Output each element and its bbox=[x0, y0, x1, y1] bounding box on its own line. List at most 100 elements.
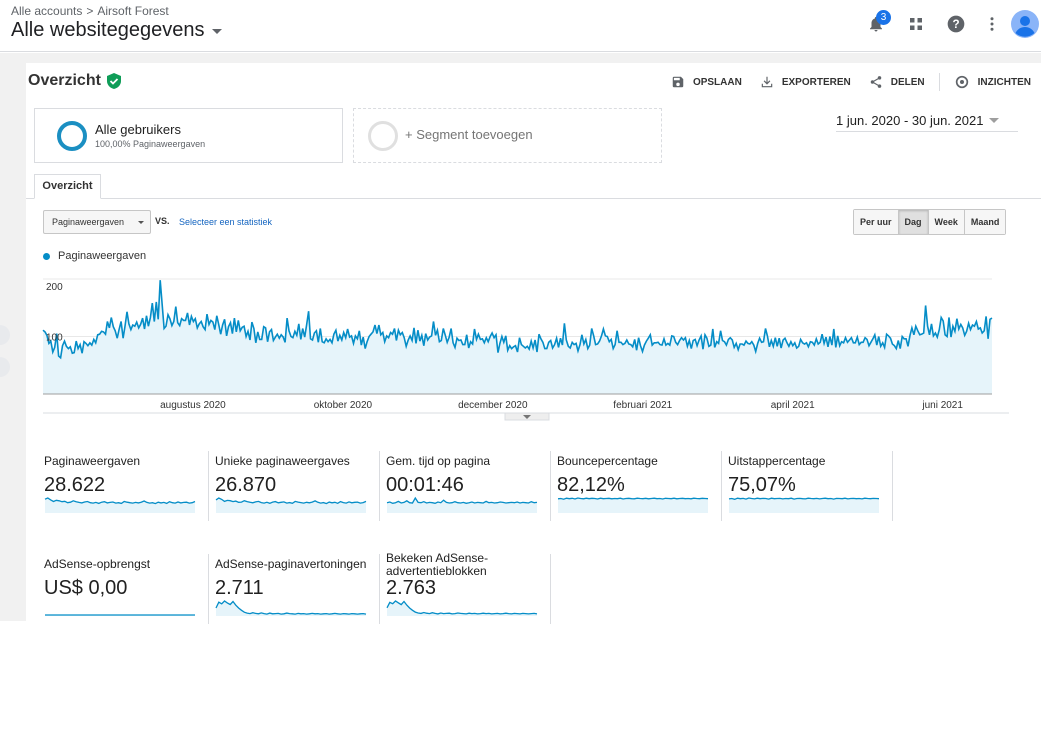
granularity-week-button[interactable]: Week bbox=[928, 210, 965, 234]
sparkline-area bbox=[729, 498, 879, 513]
metric-tile[interactable]: Paginaweergaven 28.622 bbox=[39, 451, 209, 521]
metric-value: 82,12% bbox=[557, 474, 625, 496]
share-label: DELEN bbox=[890, 76, 925, 88]
x-tick-label: augustus 2020 bbox=[160, 400, 226, 411]
metric-tile[interactable]: Bouncepercentage 82,12% bbox=[552, 451, 722, 521]
metric-sparkline bbox=[728, 497, 880, 513]
insights-label: INZICHTEN bbox=[977, 76, 1031, 88]
metric-dropdown-label: Paginaweergaven bbox=[52, 217, 125, 227]
svg-text:?: ? bbox=[952, 18, 959, 31]
metric-value: 28.622 bbox=[44, 474, 106, 496]
top-bar: Alle accounts > Airsoft Forest Alle websit… bbox=[0, 0, 1041, 52]
segment-ring-icon bbox=[57, 121, 87, 151]
y-tick-label: 200 bbox=[46, 282, 63, 293]
segment-all-users[interactable]: Alle gebruikers 100,00% Paginaweergaven bbox=[34, 108, 343, 163]
series-area bbox=[43, 280, 992, 394]
metric-tile[interactable]: Gem. tijd op pagina 00:01:46 bbox=[381, 451, 551, 521]
metric-tile[interactable]: AdSense-opbrengst US$ 0,00 bbox=[39, 554, 209, 624]
metric-label: Unieke paginaweergaves bbox=[215, 454, 350, 468]
metric-label: Bouncepercentage bbox=[557, 454, 658, 468]
apps-button[interactable] bbox=[900, 8, 932, 40]
metric-value: 26.870 bbox=[215, 474, 277, 496]
rail-handle[interactable] bbox=[0, 357, 10, 377]
verified-shield-icon bbox=[106, 73, 121, 89]
save-button[interactable]: OPSLAAN bbox=[671, 75, 742, 89]
breadcrumb: Alle accounts > Airsoft Forest bbox=[11, 4, 169, 18]
granularity-hour-button[interactable]: Per uur bbox=[854, 210, 899, 234]
metric-tile[interactable]: AdSense-paginavertoningen 2.711 bbox=[210, 554, 380, 624]
rail-handle[interactable] bbox=[0, 325, 10, 345]
x-tick-label: oktober 2020 bbox=[314, 400, 373, 411]
view-selector[interactable]: Alle websitegegevens bbox=[11, 19, 223, 42]
tab-overview[interactable]: Overzicht bbox=[34, 174, 101, 199]
download-icon bbox=[761, 76, 773, 88]
tab-strip-line bbox=[26, 198, 1041, 199]
legend-dot bbox=[43, 252, 50, 260]
x-tick-label: december 2020 bbox=[458, 400, 528, 411]
sparkline-line bbox=[215, 600, 367, 615]
avatar-icon bbox=[1011, 10, 1039, 38]
metric-label: Paginaweergaven bbox=[44, 454, 141, 468]
view-title: Alle websitegegevens bbox=[11, 19, 205, 41]
metric-tile[interactable]: Bekeken AdSense-advertentieblokken 2.763 bbox=[381, 551, 551, 624]
notifications-button[interactable]: 3 bbox=[860, 8, 892, 40]
metric-label: Gem. tijd op pagina bbox=[386, 454, 491, 468]
sparkline-area bbox=[45, 498, 195, 513]
insights-button[interactable]: INZICHTEN bbox=[954, 74, 1031, 90]
metric-value: US$ 0,00 bbox=[44, 577, 128, 599]
sparkline-line bbox=[386, 600, 538, 615]
export-button[interactable]: EXPORTEREN bbox=[760, 75, 851, 89]
x-tick-label: april 2021 bbox=[771, 400, 815, 411]
metric-value: 75,07% bbox=[728, 474, 796, 496]
metric-value: 00:01:46 bbox=[386, 474, 464, 496]
save-icon bbox=[672, 76, 684, 88]
breadcrumb-account[interactable]: Airsoft Forest bbox=[97, 4, 169, 18]
share-button[interactable]: DELEN bbox=[869, 75, 925, 89]
metric-label: AdSense-paginavertoningen bbox=[215, 557, 367, 571]
breadcrumb-all-accounts[interactable]: Alle accounts bbox=[11, 4, 83, 18]
metric-value: 2.763 bbox=[386, 577, 437, 599]
add-segment-label: + Segment toevoegen bbox=[405, 127, 533, 142]
chart-legend: Paginaweergaven bbox=[43, 250, 146, 262]
metric-sparkline bbox=[45, 614, 195, 616]
metric-tile[interactable]: Unieke paginaweergaves 26.870 bbox=[210, 451, 380, 521]
sparkline-area bbox=[387, 601, 537, 616]
vs-label: VS. bbox=[155, 216, 170, 226]
sparkline-area bbox=[387, 498, 537, 513]
more-options-button[interactable] bbox=[976, 8, 1008, 40]
sparkline-line bbox=[728, 497, 880, 500]
left-rail bbox=[0, 53, 13, 621]
insights-icon bbox=[955, 75, 968, 89]
chevron-down-icon bbox=[989, 118, 1000, 123]
sparkline-line bbox=[557, 497, 709, 500]
sparkline-area bbox=[216, 601, 366, 616]
report-panel: Overzicht OPSLAAN EXPORTEREN DELEN bbox=[26, 63, 1041, 624]
help-icon: ? bbox=[947, 15, 965, 33]
pageviews-chart[interactable]: 200 100 augustus 2020 oktober 2020 december … bbox=[26, 263, 1026, 423]
segment-percentage: 100,00% Paginaweergaven bbox=[95, 139, 206, 149]
x-tick-label: februari 2021 bbox=[613, 400, 672, 411]
metric-dropdown[interactable]: Paginaweergaven bbox=[43, 210, 151, 234]
granularity-day-button[interactable]: Dag bbox=[898, 210, 929, 234]
granularity-month-button[interactable]: Maand bbox=[964, 210, 1006, 234]
share-icon bbox=[870, 76, 881, 88]
date-range-picker[interactable]: 1 jun. 2020 - 30 jun. 2021 bbox=[836, 110, 1018, 132]
report-header: Overzicht OPSLAAN EXPORTEREN DELEN bbox=[26, 63, 1041, 101]
report-area: Overzicht OPSLAAN EXPORTEREN DELEN bbox=[13, 53, 1041, 624]
x-tick-label: juni 2021 bbox=[921, 400, 963, 411]
metric-sparkline bbox=[386, 496, 538, 513]
dropdown-arrow-icon bbox=[138, 221, 144, 224]
breadcrumb-separator: > bbox=[86, 4, 94, 18]
sparkline-line bbox=[44, 497, 196, 505]
account-avatar[interactable] bbox=[1009, 8, 1041, 40]
metric-sparkline bbox=[215, 497, 367, 513]
metric-sparkline bbox=[215, 600, 367, 616]
select-metric-link[interactable]: Selecteer een statistiek bbox=[179, 217, 273, 227]
y-tick-label: 100 bbox=[46, 333, 63, 344]
metric-label: Bekeken AdSense-advertentieblokken bbox=[386, 551, 489, 578]
notification-badge: 3 bbox=[876, 10, 891, 25]
add-segment-button[interactable]: + Segment toevoegen bbox=[353, 108, 662, 163]
metric-tile[interactable]: Uitstappercentage 75,07% bbox=[723, 451, 893, 521]
metric-label: AdSense-opbrengst bbox=[44, 557, 151, 571]
help-button[interactable]: ? bbox=[940, 8, 972, 40]
